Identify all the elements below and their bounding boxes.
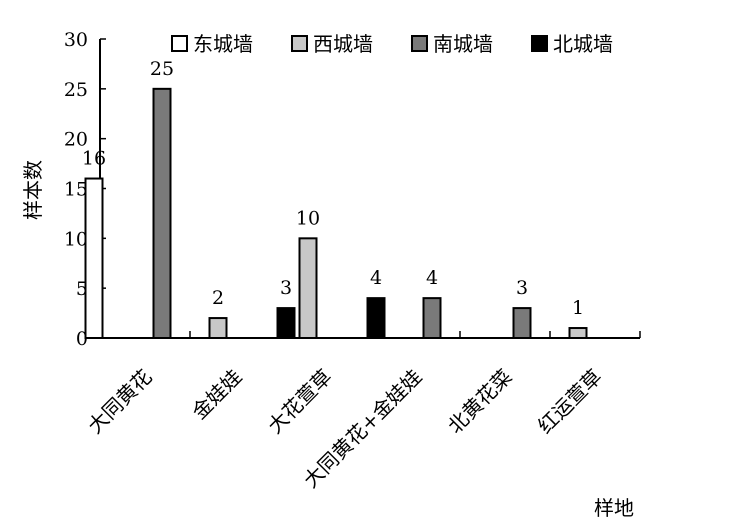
category-label-4: 北黄花菜 <box>443 365 517 439</box>
legend: 东城墙 西城墙 南城墙 北城墙 <box>171 32 613 56</box>
data-label-6: 4 <box>426 267 438 289</box>
data-label-1: 25 <box>150 58 174 80</box>
category-label-2: 大花萱草 <box>263 365 337 439</box>
data-label-7: 3 <box>516 277 528 299</box>
category-label-0: 大同黄花 <box>83 365 157 439</box>
data-label-3: 3 <box>280 277 292 299</box>
bars <box>84 87 588 340</box>
data-label-4: 10 <box>296 207 320 229</box>
legend-label-0: 东城墙 <box>193 32 253 56</box>
legend-label-1: 西城墙 <box>313 32 373 56</box>
bar-0-0 <box>84 177 104 339</box>
y-tick-label: 30 <box>64 29 88 51</box>
y-axis-title: 样本数 <box>21 160 45 220</box>
bar-5-1 <box>568 327 588 339</box>
bar-3-2 <box>422 297 442 339</box>
category-label-5: 红运萱草 <box>533 365 607 439</box>
bar-4-2 <box>512 307 532 340</box>
data-label-8: 1 <box>572 297 584 319</box>
legend-swatch-0 <box>171 35 188 52</box>
legend-swatch-3 <box>531 35 548 52</box>
y-tick-label: 10 <box>64 228 88 250</box>
y-tick-label: 25 <box>64 79 88 101</box>
y-tick-label: 20 <box>64 129 88 151</box>
bar-2-1 <box>298 237 318 339</box>
bar-1-3 <box>276 307 296 340</box>
category-label-1: 金娃娃 <box>187 365 246 424</box>
legend-swatch-1 <box>291 35 308 52</box>
legend-swatch-2 <box>411 35 428 52</box>
bar-2-3 <box>366 297 386 339</box>
legend-label-3: 北城墙 <box>553 32 613 56</box>
data-label-2: 2 <box>212 287 224 309</box>
bar-0-2 <box>152 87 172 340</box>
x-axis-title: 样地 <box>594 496 634 520</box>
y-tick-label: 15 <box>64 179 88 201</box>
data-labels: 16 25 2 3 10 4 4 3 1 <box>82 58 584 319</box>
bar-1-1 <box>208 317 228 340</box>
data-label-0: 16 <box>82 148 106 170</box>
data-label-5: 4 <box>370 267 382 289</box>
legend-label-2: 南城墙 <box>433 32 493 56</box>
